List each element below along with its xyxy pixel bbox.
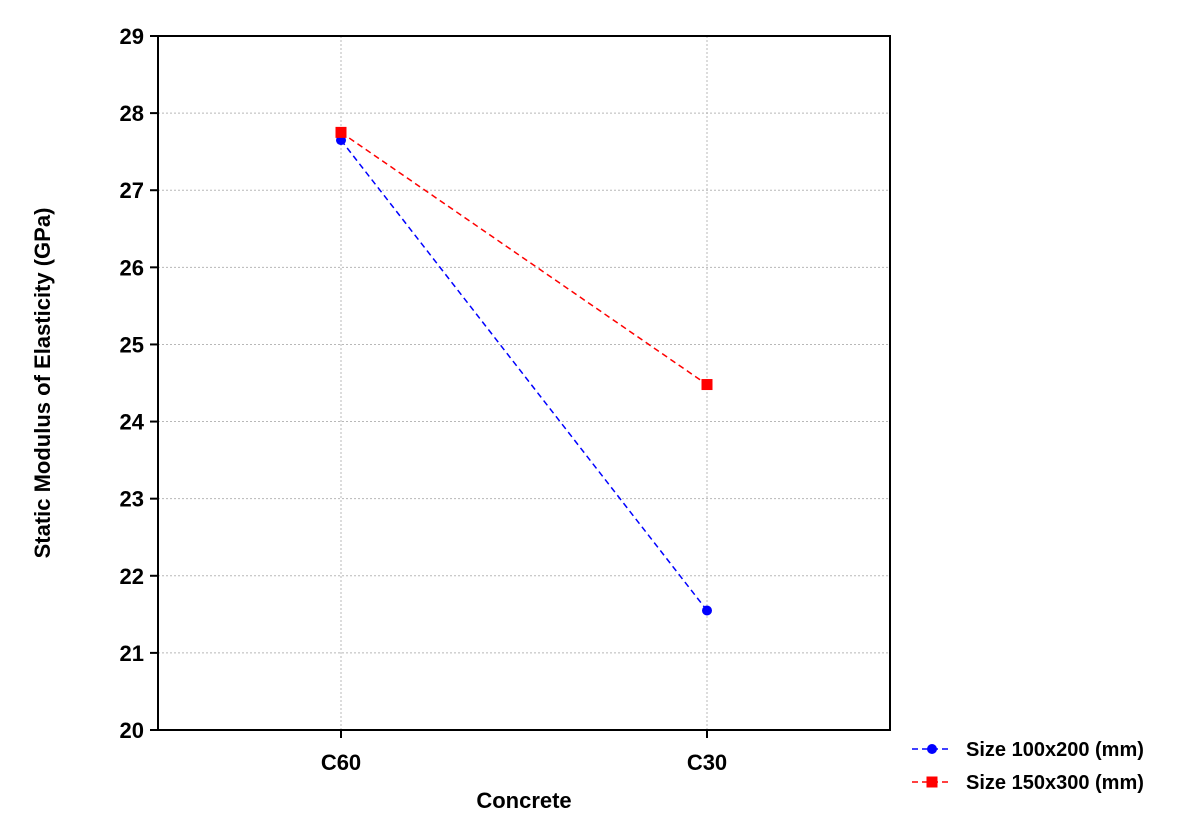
y-tick-label: 23 — [120, 487, 144, 512]
x-axis-title: Concrete — [476, 788, 571, 813]
legend-item: Size 150x300 (mm) — [912, 772, 1144, 794]
legend-marker — [926, 776, 938, 788]
legend-label: Size 100x200 (mm) — [966, 739, 1144, 761]
y-axis: 20 21 22 23 24 25 26 27 28 29 — [120, 24, 158, 743]
series-circle — [336, 135, 712, 616]
series-line — [340, 139, 708, 611]
legend-label: Size 150x300 (mm) — [966, 772, 1144, 794]
series-square — [335, 126, 713, 391]
y-tick-label: 20 — [120, 718, 144, 743]
series-group — [335, 126, 713, 616]
x-tick-label: C30 — [687, 750, 727, 775]
y-tick-label: 29 — [120, 24, 144, 49]
series-line — [340, 131, 708, 386]
y-tick-label: 22 — [120, 564, 144, 589]
y-tick-label: 26 — [120, 255, 144, 280]
y-axis-title: Static Modulus of Elasticity (GPa) — [30, 208, 55, 559]
data-point — [335, 126, 347, 138]
y-tick-label: 27 — [120, 178, 144, 203]
y-tick-label: 21 — [120, 641, 144, 666]
data-point — [701, 379, 713, 391]
y-tick-label: 25 — [120, 332, 144, 357]
legend-item: Size 100x200 (mm) — [912, 739, 1144, 761]
plot-frame — [157, 35, 891, 731]
x-tick-label: C60 — [321, 750, 361, 775]
y-tick-label: 24 — [120, 410, 145, 435]
y-tick-label: 28 — [120, 101, 144, 126]
legend-marker — [927, 744, 937, 754]
grid-lines — [158, 36, 890, 730]
legend: Size 100x200 (mm) Size 150x300 (mm) — [912, 739, 1144, 794]
data-point — [702, 605, 712, 616]
x-axis: C60 C30 — [321, 730, 727, 775]
